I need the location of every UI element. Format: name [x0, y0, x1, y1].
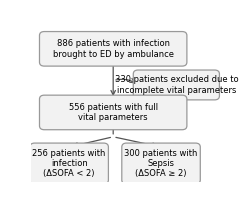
Text: 556 patients with full
vital parameters: 556 patients with full vital parameters: [69, 103, 158, 122]
FancyBboxPatch shape: [133, 70, 219, 100]
Text: 886 patients with infection
brought to ED by ambulance: 886 patients with infection brought to E…: [53, 39, 174, 59]
Text: 300 patients with
Sepsis
(ΔSOFA ≥ 2): 300 patients with Sepsis (ΔSOFA ≥ 2): [124, 149, 198, 178]
FancyBboxPatch shape: [40, 95, 187, 130]
FancyBboxPatch shape: [30, 143, 108, 184]
FancyBboxPatch shape: [122, 143, 200, 184]
FancyBboxPatch shape: [40, 32, 187, 66]
Text: 330 patients excluded due to
incomplete vital parameters: 330 patients excluded due to incomplete …: [115, 75, 238, 95]
Text: 256 patients with
infection
(ΔSOFA < 2): 256 patients with infection (ΔSOFA < 2): [32, 149, 106, 178]
